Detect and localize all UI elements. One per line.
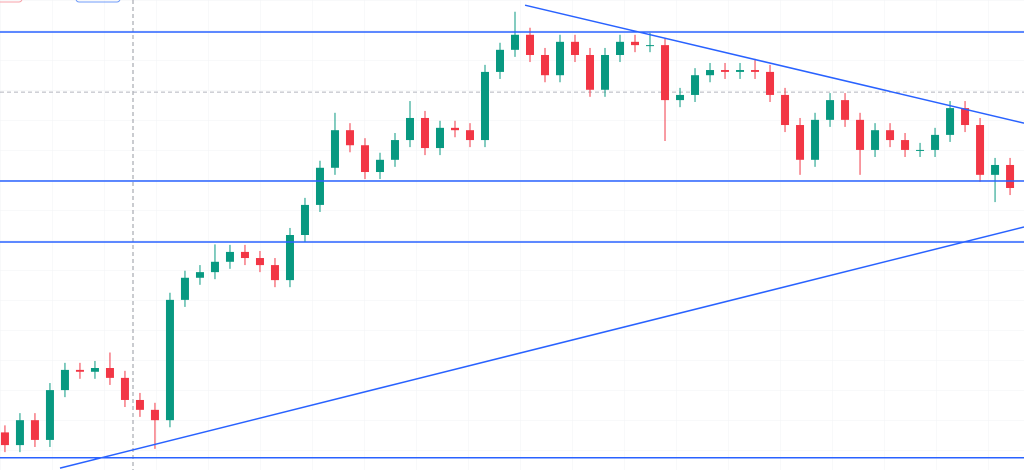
candle-body (1006, 164, 1015, 188)
candle-body (631, 41, 640, 46)
candle-body (255, 258, 264, 266)
candle-body (300, 204, 309, 235)
candle-body (946, 108, 955, 135)
candle-body (886, 130, 895, 141)
candle-body (150, 409, 159, 421)
candle-body (390, 140, 399, 160)
candle-body (871, 130, 880, 150)
candle-body (646, 45, 655, 47)
candle-body (841, 100, 850, 120)
candle-body (0, 432, 9, 446)
candle-body (210, 261, 219, 273)
candle-body (601, 54, 610, 90)
candle-body (766, 71, 775, 95)
candle-body (721, 70, 730, 72)
candle-body (541, 54, 550, 76)
candle-body (511, 34, 520, 50)
candle-body (916, 149, 925, 151)
candle-body (526, 34, 535, 55)
candle-body (991, 164, 1000, 175)
candle-body (30, 420, 39, 440)
candle-body (465, 130, 474, 141)
candle-body (405, 117, 414, 141)
candle-body (15, 420, 24, 446)
candle-body (901, 140, 910, 150)
candle-body (856, 119, 865, 150)
candle-body (616, 41, 625, 55)
candle-body (976, 125, 985, 175)
candle-body (736, 70, 745, 72)
trend-line (524, 4, 1024, 124)
candle-body (270, 265, 279, 281)
candle-body (165, 299, 174, 421)
toolbar-button[interactable] (0, 0, 23, 3)
candle-body (60, 369, 69, 391)
toolbar-button[interactable] (75, 0, 121, 3)
candle-body (586, 54, 595, 90)
candle-body (120, 377, 129, 400)
candle-body (90, 368, 99, 372)
candle-body (75, 369, 84, 372)
candle-body (961, 108, 970, 126)
candle-body (135, 399, 144, 410)
candle-body (420, 117, 429, 149)
candle-body (105, 368, 114, 378)
candle-body (360, 145, 369, 173)
candle-body (345, 130, 354, 146)
candle-body (556, 41, 565, 76)
candle-body (706, 70, 715, 76)
candle-body (480, 71, 489, 141)
candle-body (931, 134, 940, 150)
candle-body (435, 127, 444, 149)
candle-body (676, 94, 685, 101)
candle-body (375, 159, 384, 173)
candle-body (195, 272, 204, 278)
candle-body (495, 49, 504, 72)
trend-line (59, 226, 1024, 469)
candle-body (240, 251, 249, 259)
candle-body (285, 235, 294, 281)
candle-body (225, 251, 234, 262)
candle-body (180, 277, 189, 300)
candle-body (796, 125, 805, 160)
candle-body (781, 94, 790, 126)
candle-body (571, 41, 580, 55)
candle-body (661, 45, 670, 101)
candle-body (811, 119, 820, 160)
candle-body (45, 390, 54, 440)
candle-body (315, 167, 324, 205)
candle-body (450, 127, 459, 131)
candle-body (691, 75, 700, 95)
candle-body (330, 130, 339, 168)
candle-body (826, 100, 835, 120)
candle-body (751, 70, 760, 72)
